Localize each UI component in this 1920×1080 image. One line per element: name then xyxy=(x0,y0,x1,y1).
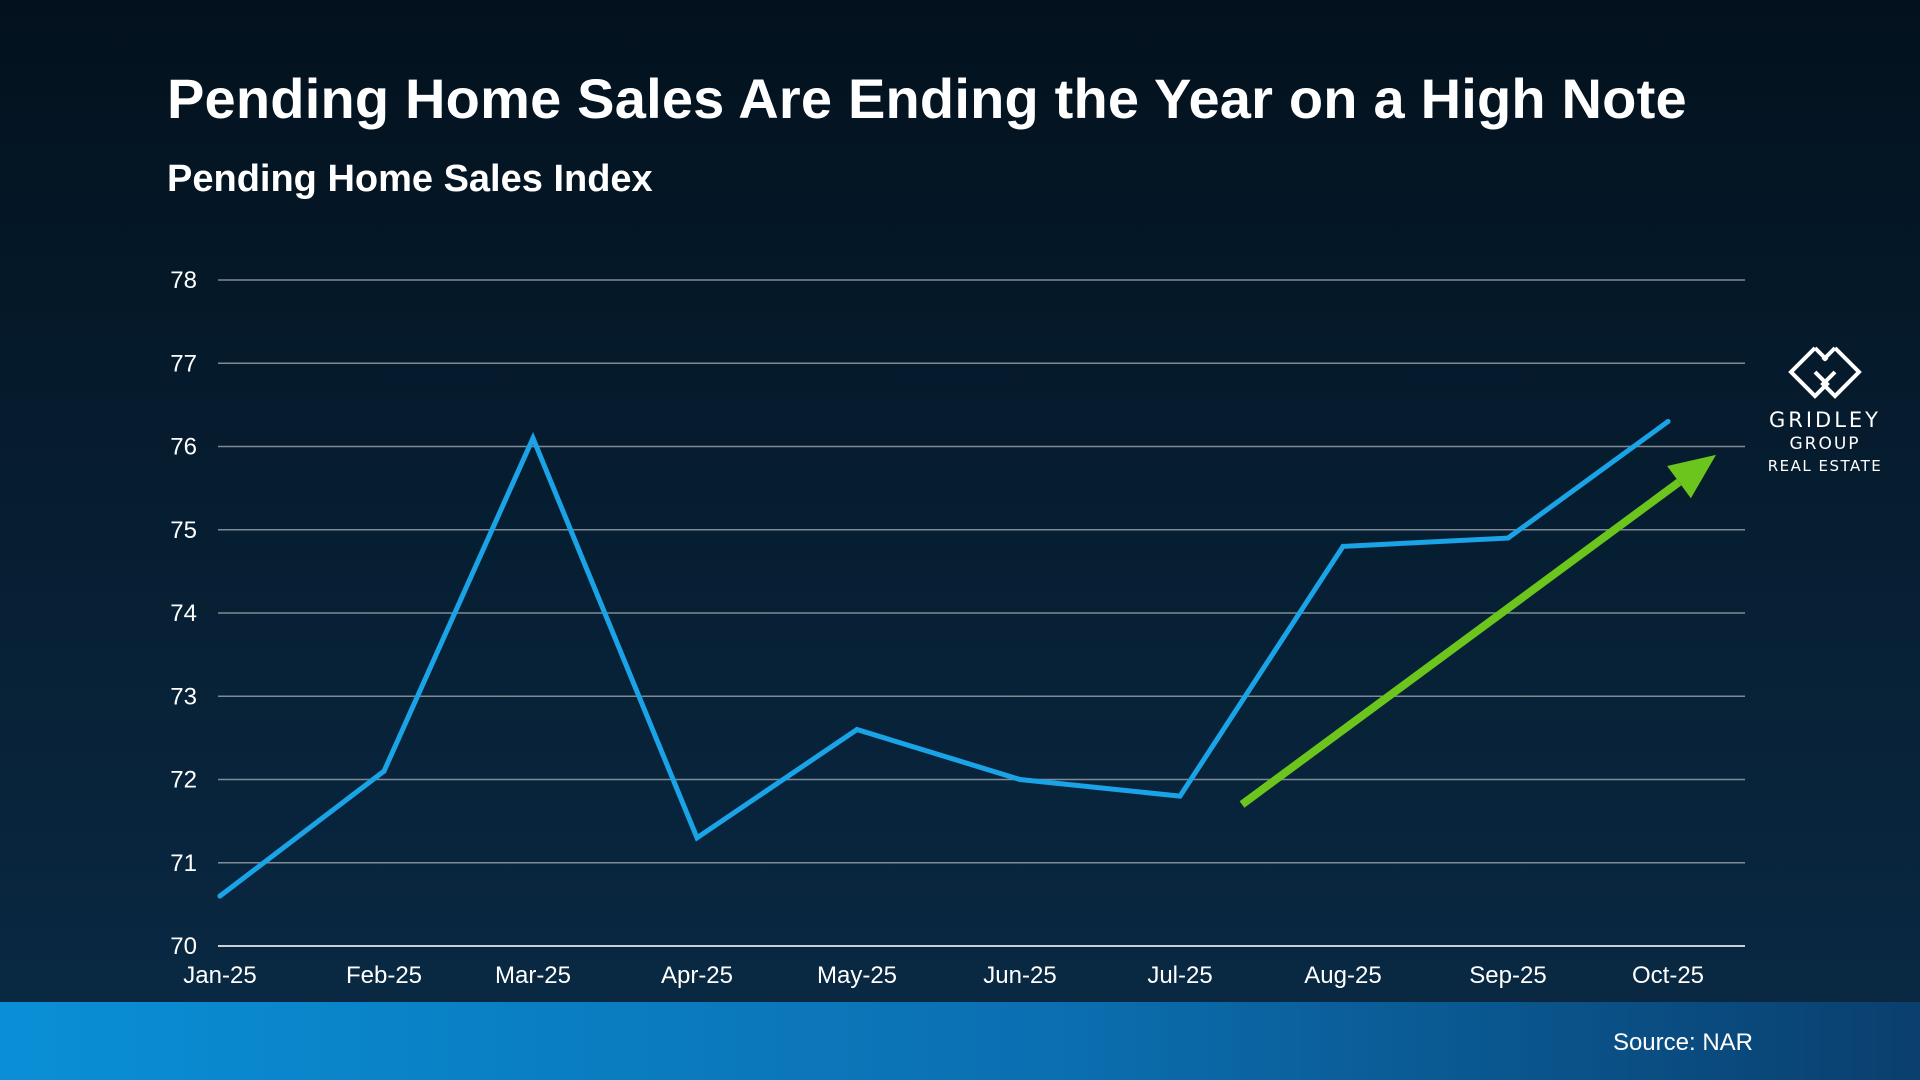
y-tick-label: 74 xyxy=(170,600,197,627)
logo-name: GRIDLEY xyxy=(1768,408,1882,432)
data-point-Feb-25 xyxy=(381,768,387,774)
y-tick-label: 78 xyxy=(170,267,197,294)
x-tick-label: Jan-25 xyxy=(183,962,256,989)
y-tick-label: 75 xyxy=(170,517,197,544)
y-axis-ticks: 70 71 72 73 74 75 76 77 78 xyxy=(170,267,197,960)
source-note: Source: NAR xyxy=(1612,1029,1753,1056)
logo-group: GROUP xyxy=(1789,434,1861,454)
x-tick-label: May-25 xyxy=(817,962,897,989)
data-point-Jan-25 xyxy=(217,893,223,899)
x-axis-ticks: Jan-25 Feb-25 Mar-25 Apr-25 May-25 Jun-25 Jul-… xyxy=(183,962,1704,989)
data-point-Jul-25 xyxy=(1177,793,1183,799)
chart-subtitle: Pending Home Sales Index xyxy=(167,158,653,200)
series-lines xyxy=(217,419,1671,899)
brand-logo: GRIDLEY GROUP REAL ESTATE xyxy=(1760,344,1890,475)
y-tick-label: 72 xyxy=(170,767,197,794)
logo-tagline: REAL ESTATE xyxy=(1767,457,1883,475)
page-title: Pending Home Sales Are Ending the Year o… xyxy=(167,67,1687,130)
y-tick-label: 77 xyxy=(170,350,197,377)
trend-arrow-head xyxy=(1667,454,1716,499)
data-point-May-25 xyxy=(854,727,860,733)
y-tick-label: 70 xyxy=(170,933,197,960)
trend-arrow-group xyxy=(1239,454,1716,808)
x-tick-label: Apr-25 xyxy=(661,962,733,989)
x-tick-label: Aug-25 xyxy=(1304,962,1381,989)
data-point-Mar-25 xyxy=(530,435,536,441)
x-tick-label: Jun-25 xyxy=(983,962,1056,989)
line-chart: 70 71 72 73 74 75 76 77 78 Jan-25 Feb-25 Mar-25 Apr… xyxy=(170,267,1745,989)
data-point-Sep-25 xyxy=(1505,535,1511,541)
x-tick-label: Jul-25 xyxy=(1147,962,1212,989)
series-line-pending-home-sales xyxy=(217,419,1671,899)
data-point-Jun-25 xyxy=(1017,777,1023,782)
y-tick-label: 71 xyxy=(170,850,197,877)
footer-bar: Source: NAR xyxy=(0,1002,1920,1080)
trend-arrow-shaft xyxy=(1239,478,1682,808)
data-point-Apr-25 xyxy=(694,835,700,841)
data-point-Oct-25 xyxy=(1665,419,1671,425)
data-points xyxy=(217,419,1671,899)
y-tick-label: 76 xyxy=(170,434,197,461)
gridley-diamond-icon xyxy=(1788,346,1862,399)
grid-lines xyxy=(218,279,1745,947)
x-tick-label: Sep-25 xyxy=(1469,962,1546,989)
x-tick-label: Mar-25 xyxy=(495,962,571,989)
data-point-Aug-25 xyxy=(1340,543,1346,549)
x-tick-label: Feb-25 xyxy=(346,962,422,989)
x-tick-label: Oct-25 xyxy=(1632,962,1704,989)
y-tick-label: 73 xyxy=(170,683,197,710)
